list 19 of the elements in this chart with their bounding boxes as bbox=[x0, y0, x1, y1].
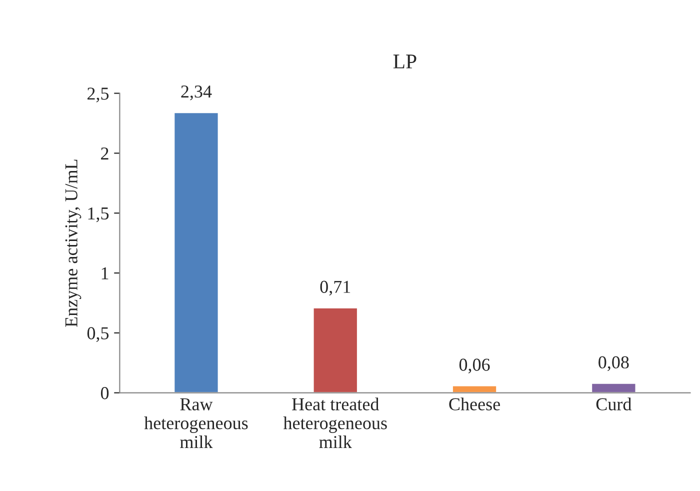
bar bbox=[590, 382, 637, 393]
y-tick-label: 2 bbox=[101, 148, 108, 160]
chart-title: LP bbox=[393, 54, 416, 68]
x-tick-label: Cheese bbox=[449, 398, 500, 410]
data-label: 2,34 bbox=[181, 86, 212, 100]
data-label: 0,08 bbox=[598, 356, 629, 372]
data-label: 0,71 bbox=[320, 280, 350, 296]
x-tick-label: Heat treated heterogeneous milk bbox=[283, 398, 387, 448]
y-tick-label: 2,5 bbox=[88, 88, 109, 102]
x-tick-label: Curd bbox=[596, 398, 632, 410]
y-tick-label: 0 bbox=[100, 387, 109, 400]
y-tick-label: 1,5 bbox=[88, 207, 109, 222]
y-tick-label: 1 bbox=[102, 267, 108, 280]
y-axis-title: Enzyme activity, U/mL bbox=[65, 160, 82, 327]
bar bbox=[173, 112, 220, 393]
x-tick-label: Raw heterogeneous milk bbox=[144, 398, 248, 448]
bar bbox=[312, 307, 358, 393]
data-label: 0,06 bbox=[459, 358, 490, 374]
y-tick-label: 0,5 bbox=[87, 327, 109, 342]
